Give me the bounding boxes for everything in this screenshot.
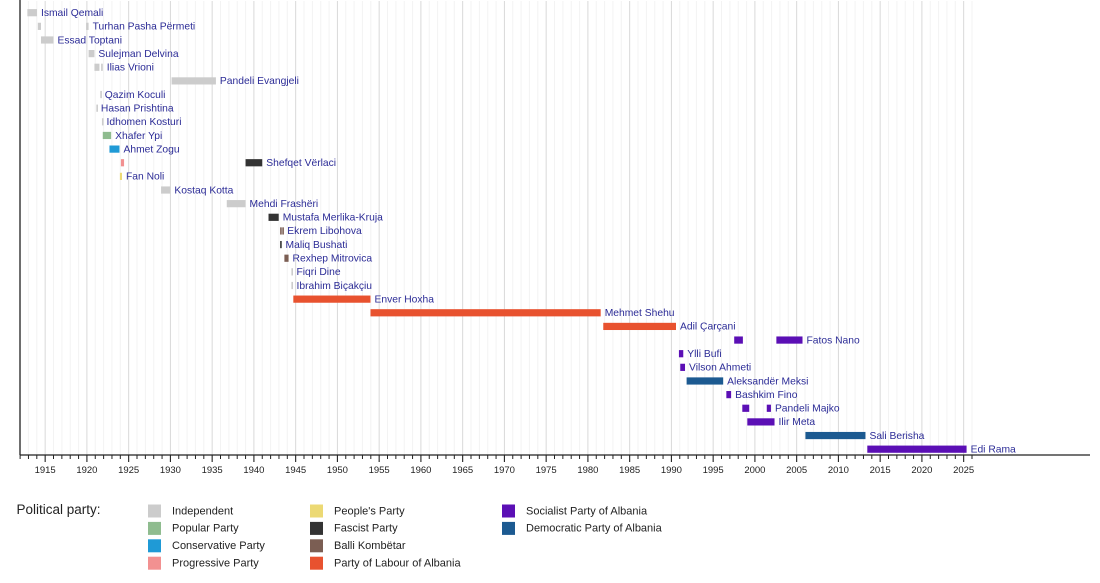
svg-text:Mustafa Merlika-Kruja: Mustafa Merlika-Kruja [283,213,383,224]
svg-text:Ahmet Zogu: Ahmet Zogu [123,144,179,155]
svg-text:2010: 2010 [828,465,849,476]
svg-text:Sulejman Delvina: Sulejman Delvina [98,49,178,60]
svg-text:Turhan Pasha Përmeti: Turhan Pasha Përmeti [93,22,196,33]
svg-text:Popular Party: Popular Party [172,523,239,535]
svg-text:Enver Hoxha: Enver Hoxha [374,294,434,305]
svg-text:1915: 1915 [35,465,56,476]
svg-text:1955: 1955 [369,465,390,476]
svg-text:Mehmet Shehu: Mehmet Shehu [605,308,675,319]
svg-text:Ilias Vrioni: Ilias Vrioni [107,63,154,74]
svg-text:Fan Noli: Fan Noli [126,172,164,183]
svg-text:1940: 1940 [243,465,264,476]
svg-text:Kostaq Kotta: Kostaq Kotta [174,185,233,196]
svg-text:Fatos Nano: Fatos Nano [807,335,861,346]
svg-text:1930: 1930 [160,465,181,476]
svg-text:Independent: Independent [172,505,233,517]
svg-text:Edi Rama: Edi Rama [971,444,1016,455]
svg-text:Aleksandër Meksi: Aleksandër Meksi [727,376,808,387]
svg-text:Essad Toptani: Essad Toptani [58,35,123,46]
svg-text:Ilir Meta: Ilir Meta [779,417,816,428]
svg-text:Hasan Prishtina: Hasan Prishtina [101,103,174,114]
svg-text:Fascist Party: Fascist Party [334,523,398,535]
svg-text:Ylli Bufi: Ylli Bufi [687,349,721,360]
svg-text:1950: 1950 [327,465,348,476]
svg-text:1985: 1985 [619,465,640,476]
svg-text:1970: 1970 [494,465,515,476]
svg-text:Adil Çarçani: Adil Çarçani [680,322,736,333]
svg-text:Sali Berisha: Sali Berisha [869,431,924,442]
svg-text:1945: 1945 [285,465,306,476]
svg-text:Ismail Qemali: Ismail Qemali [41,8,103,19]
svg-text:Political party:: Political party: [17,502,101,517]
svg-text:Balli Kombëtar: Balli Kombëtar [334,540,406,552]
svg-text:Ibrahim Biçakçiu: Ibrahim Biçakçiu [296,281,372,292]
svg-text:1925: 1925 [118,465,139,476]
svg-text:2015: 2015 [870,465,891,476]
svg-text:Pandeli Evangjeli: Pandeli Evangjeli [220,76,299,87]
svg-text:Vilson Ahmeti: Vilson Ahmeti [689,363,751,374]
svg-text:2000: 2000 [744,465,765,476]
svg-text:People's Party: People's Party [334,505,405,517]
svg-text:1975: 1975 [536,465,557,476]
svg-text:Xhafer Ypi: Xhafer Ypi [115,131,162,142]
svg-text:Qazim Koculi: Qazim Koculi [105,90,166,101]
svg-text:1960: 1960 [410,465,431,476]
svg-text:Ekrem Libohova: Ekrem Libohova [287,226,362,237]
svg-text:2020: 2020 [911,465,932,476]
svg-text:Democratic Party of Albania: Democratic Party of Albania [526,523,663,535]
svg-text:Conservative Party: Conservative Party [172,540,265,552]
svg-text:Idhomen Kosturi: Idhomen Kosturi [107,117,182,128]
svg-text:2025: 2025 [953,465,974,476]
svg-text:Shefqet Vërlaci: Shefqet Vërlaci [266,158,336,169]
svg-text:1995: 1995 [703,465,724,476]
svg-text:1990: 1990 [661,465,682,476]
svg-text:Pandeli Majko: Pandeli Majko [775,404,840,415]
svg-text:1920: 1920 [76,465,97,476]
svg-text:Progressive Party: Progressive Party [172,558,259,570]
svg-text:Rexhep Mitrovica: Rexhep Mitrovica [293,254,373,265]
svg-text:Maliq Bushati: Maliq Bushati [286,240,348,251]
svg-text:2005: 2005 [786,465,807,476]
svg-text:Fiqri Dine: Fiqri Dine [296,267,340,278]
svg-text:Mehdi Frashëri: Mehdi Frashëri [250,199,319,210]
svg-text:Bashkim Fino: Bashkim Fino [735,390,798,401]
svg-text:1980: 1980 [577,465,598,476]
svg-text:Party of Labour of Albania: Party of Labour of Albania [334,558,461,570]
svg-text:Socialist Party of Albania: Socialist Party of Albania [526,505,648,517]
svg-text:1935: 1935 [202,465,223,476]
svg-text:1965: 1965 [452,465,473,476]
